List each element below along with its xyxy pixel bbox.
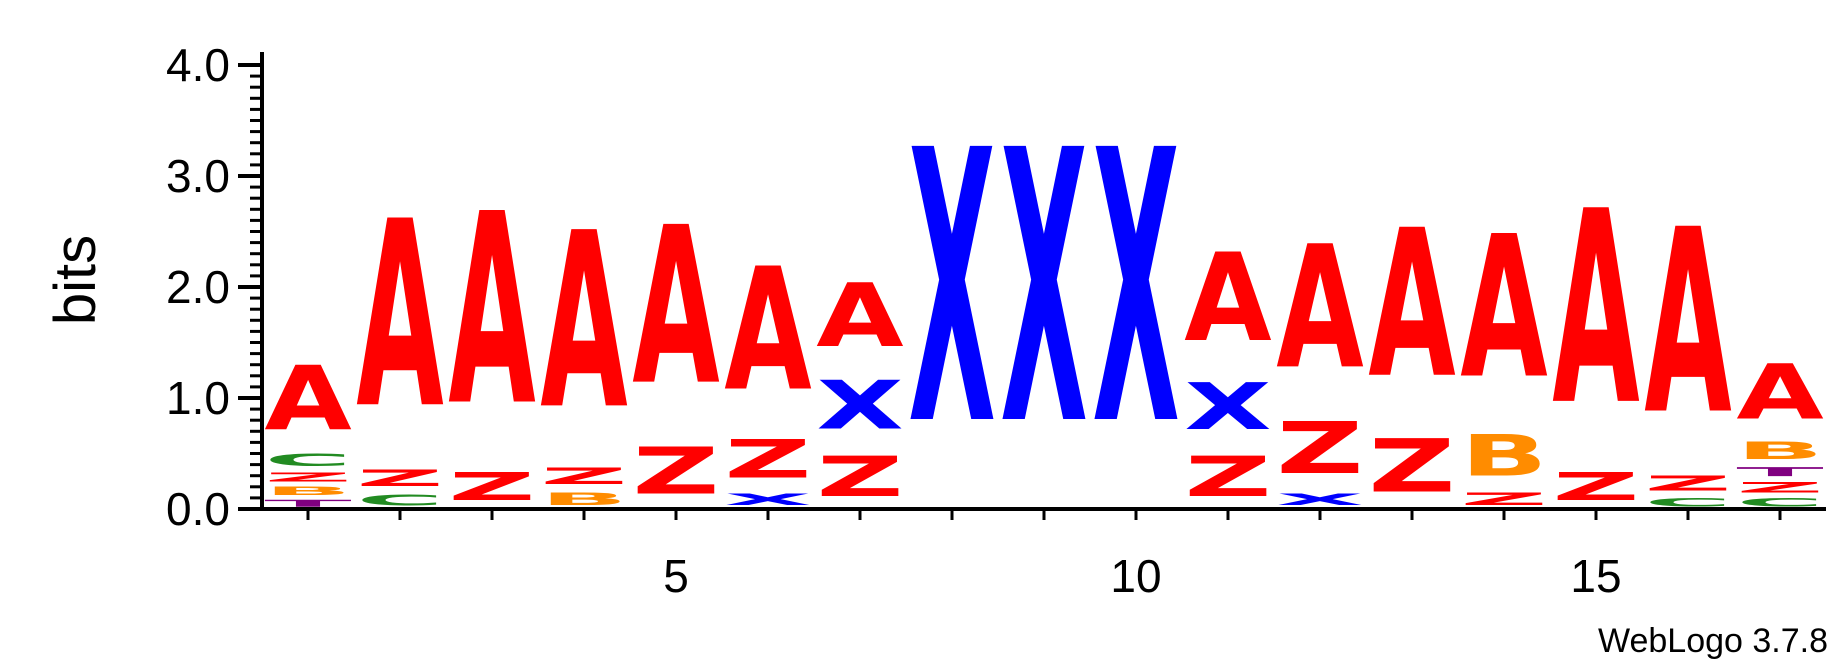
letter-z: Z bbox=[264, 470, 351, 484]
letter-x: X bbox=[1276, 490, 1363, 509]
letter-c: C bbox=[264, 450, 351, 470]
letter-z: Z bbox=[1276, 408, 1363, 491]
letter-stack: BZA bbox=[540, 181, 627, 509]
letter-stack: X bbox=[1092, 73, 1179, 509]
letter-t: T bbox=[264, 498, 351, 509]
letter-a: A bbox=[1368, 187, 1455, 423]
letter-stack: ZA bbox=[632, 181, 719, 509]
letter-z: Z bbox=[448, 465, 535, 509]
letter-a: A bbox=[264, 347, 351, 450]
y-tick-label: 3.0 bbox=[166, 150, 230, 202]
y-tick-label: 4.0 bbox=[166, 39, 230, 91]
y-tick-label: 1.0 bbox=[166, 372, 230, 424]
letter-x: X bbox=[1000, 73, 1087, 509]
letter-z: Z bbox=[1368, 424, 1455, 509]
letter-stack: ZBA bbox=[1460, 194, 1547, 509]
letter-c: C bbox=[356, 491, 443, 509]
letter-stack: ZXA bbox=[816, 265, 903, 510]
letter-a: A bbox=[724, 232, 811, 428]
letter-b: B bbox=[1736, 437, 1823, 465]
letter-b: B bbox=[540, 489, 627, 509]
y-tick-label: 2.0 bbox=[166, 261, 230, 313]
letter-stack: ZA bbox=[448, 157, 535, 509]
letter-c: C bbox=[1644, 496, 1731, 509]
letter-z: Z bbox=[632, 433, 719, 508]
letter-z: Z bbox=[1460, 489, 1547, 509]
letter-a: A bbox=[1736, 348, 1823, 436]
letter-x: X bbox=[724, 490, 811, 509]
letter-c: C bbox=[1736, 496, 1823, 509]
y-axis-label: bits bbox=[43, 235, 108, 325]
x-ticks: 5 10 15 bbox=[306, 509, 1782, 602]
letter-a: A bbox=[448, 157, 535, 464]
letter-a: A bbox=[816, 265, 903, 367]
letter-stack: XZA bbox=[724, 232, 811, 509]
letter-stack: CZA bbox=[356, 166, 443, 509]
letter-a: A bbox=[1460, 194, 1547, 422]
letter-stack: X bbox=[908, 73, 995, 509]
letter-z: Z bbox=[1184, 445, 1271, 509]
letter-a: A bbox=[1184, 227, 1272, 369]
letter-a: A bbox=[1644, 177, 1731, 472]
letter-a: A bbox=[356, 166, 443, 465]
credit-label: WebLogo 3.7.8 bbox=[1598, 622, 1828, 660]
axes: 0.0 1.0 2.0 3.0 4.0 5 10 15 bbox=[166, 39, 1826, 602]
letter-z: Z bbox=[1552, 465, 1639, 509]
x-tick-label: 10 bbox=[1110, 550, 1161, 602]
letter-stack: XZA bbox=[1276, 210, 1363, 509]
letter-z: Z bbox=[724, 429, 811, 490]
x-tick-label: 5 bbox=[663, 550, 689, 602]
letter-stack: ZA bbox=[1368, 187, 1455, 509]
letter-a: A bbox=[1552, 156, 1639, 464]
letter-stack: CZA bbox=[1644, 177, 1731, 509]
letter-z: Z bbox=[540, 464, 627, 489]
letter-x: X bbox=[908, 73, 995, 509]
x-tick-label: 15 bbox=[1570, 550, 1621, 602]
letter-a: A bbox=[540, 181, 627, 463]
letter-b: B bbox=[1460, 423, 1547, 489]
letter-z: Z bbox=[1644, 472, 1731, 496]
letter-x: X bbox=[1092, 73, 1179, 509]
letter-stack: X bbox=[1000, 73, 1087, 509]
letter-stack: ZXA bbox=[1184, 227, 1272, 509]
letter-x: X bbox=[1184, 369, 1271, 445]
letter-a: A bbox=[1276, 210, 1363, 406]
letter-a: A bbox=[632, 181, 719, 433]
letter-z: Z bbox=[1736, 479, 1823, 496]
letter-stack: ZA bbox=[1552, 156, 1639, 509]
letter-x: X bbox=[816, 367, 903, 444]
letter-b: B bbox=[264, 485, 351, 498]
y-tick-label: 0.0 bbox=[166, 483, 230, 535]
y-ticks: 0.0 1.0 2.0 3.0 4.0 bbox=[166, 39, 262, 535]
letter-z: Z bbox=[816, 445, 903, 509]
letter-z: Z bbox=[356, 466, 443, 491]
letter-t: T bbox=[1736, 465, 1823, 479]
